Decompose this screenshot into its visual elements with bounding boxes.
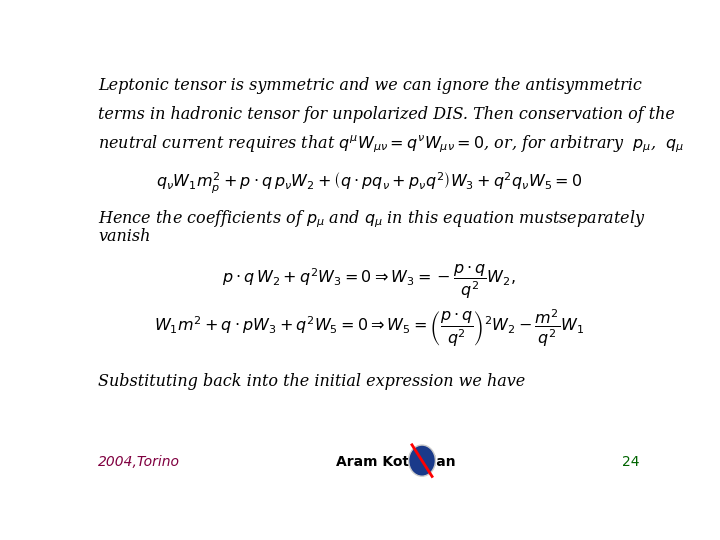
Text: $q_{\nu}W_1 m_p^2 + p \cdot q\, p_{\nu}W_2 + \left(q \cdot p q_{\nu} + p_{\nu}q^: $q_{\nu}W_1 m_p^2 + p \cdot q\, p_{\nu}W… xyxy=(156,171,582,195)
Text: Hence the coefficients of $p_{\mu}$ and $q_{\mu}$ in this equation mustseparatel: Hence the coefficients of $p_{\mu}$ and … xyxy=(99,209,646,231)
Text: terms in hadronic tensor for unpolarized DIS. Then conservation of the: terms in hadronic tensor for unpolarized… xyxy=(99,105,675,123)
Ellipse shape xyxy=(409,445,436,476)
Text: neutral current requires that $q^{\mu} W_{\mu\nu} = q^{\nu} W_{\mu\nu} = 0$, or,: neutral current requires that $q^{\mu} W… xyxy=(99,134,685,156)
Text: 2004,Torino: 2004,Torino xyxy=(99,455,181,469)
Text: Substituting back into the initial expression we have: Substituting back into the initial expre… xyxy=(99,373,526,390)
Text: $W_1 m^2 + q \cdot p W_3 + q^2 W_5 = 0 \Rightarrow W_5 = \left(\dfrac{p \cdot q}: $W_1 m^2 + q \cdot p W_3 + q^2 W_5 = 0 \… xyxy=(154,308,584,349)
Text: Aram Kotzinian: Aram Kotzinian xyxy=(336,455,455,469)
Text: Leptonic tensor is symmetric and we can ignore the antisymmetric: Leptonic tensor is symmetric and we can … xyxy=(99,77,642,94)
Text: vanish: vanish xyxy=(99,228,150,245)
Text: $p \cdot q\, W_2 + q^2 W_3 = 0 \Rightarrow W_3 = -\dfrac{p \cdot q}{q^2}W_2,$: $p \cdot q\, W_2 + q^2 W_3 = 0 \Rightarr… xyxy=(222,262,516,301)
Text: 24: 24 xyxy=(622,455,639,469)
